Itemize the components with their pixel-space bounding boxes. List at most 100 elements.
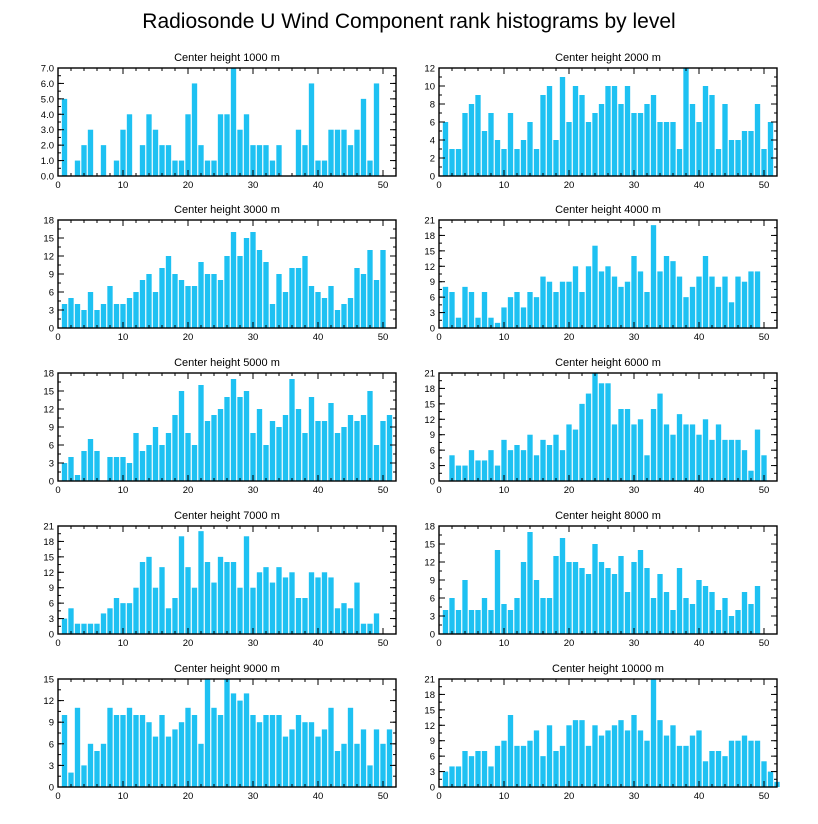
bar [676,568,683,634]
bar [198,145,204,176]
bar [722,598,728,634]
bar [185,433,191,481]
bar [553,140,559,176]
bar [302,722,308,787]
bar [455,149,462,176]
y-tick-label: 21 [424,675,435,686]
bar [585,122,592,176]
bar [566,122,572,176]
bar [468,104,475,176]
bar [178,536,185,634]
bar [553,434,559,481]
bar [553,292,559,328]
bar [520,562,527,634]
bar [761,761,767,787]
bar [341,603,347,634]
bar [449,598,455,634]
bar [146,722,152,787]
bar [670,725,676,787]
y-tick-label: 12 [424,558,435,569]
bar [94,310,100,328]
bar [540,276,546,328]
x-tick-label: 40 [694,791,705,802]
bar [618,409,624,481]
bar [380,250,386,328]
bar [514,149,520,176]
bar [191,445,198,481]
bar [68,608,74,634]
bar [579,403,585,481]
bar [585,574,592,634]
bar [315,292,321,328]
bar [354,743,360,787]
bar [224,256,230,328]
bar [527,122,533,176]
bar [475,460,481,481]
panel-2: Center height 2000 m 0 10 20 30 40 50 0 2 4 6 8 10 12 [424,52,778,191]
bar [650,598,657,634]
bar [585,266,592,328]
bar [754,104,761,176]
bar [81,451,87,481]
bar [663,592,670,634]
bar [592,113,598,176]
x-tick-label: 40 [313,638,324,649]
bar [321,298,328,328]
bar [178,160,185,176]
x-tick-label: 50 [759,791,770,802]
x-tick-label: 30 [248,180,259,191]
y-tick-label: 3 [49,459,54,470]
y-tick-label: 0 [49,477,54,488]
x-tick-label: 0 [436,791,441,802]
bar [501,604,507,634]
bar [61,98,68,176]
y-tick-label: 0.0 [41,172,54,183]
bar [224,679,230,787]
bar [165,433,172,481]
bar [373,280,380,328]
bar [676,414,683,481]
bar [494,550,501,634]
panel-9: Center height 9000 m 0 10 20 30 40 50 0 3 6 9 12 15 [43,663,397,802]
bar [74,475,81,481]
bar [159,145,165,176]
y-tick-label: 12 [43,696,54,707]
bar [650,95,657,176]
x-tick-label: 30 [248,791,259,802]
bar [468,450,475,481]
bar [520,745,527,787]
bar [198,531,204,634]
bar [683,598,689,634]
y-tick-label: 9 [49,718,54,729]
bar [722,756,728,787]
bar [172,274,178,328]
bar [191,587,198,634]
bar [269,582,276,634]
bar [165,736,172,787]
bar [761,455,767,481]
bar [276,715,282,787]
bar [230,379,237,481]
bar [618,720,624,787]
bar [702,86,709,176]
bar [263,145,269,176]
panel-8: Center height 8000 m 0 10 20 30 40 50 0 3 6 9 12 15 1… [424,510,778,649]
bar [728,740,735,787]
bar [217,409,224,481]
bar [120,603,126,634]
bar [373,445,380,481]
bar [501,439,507,481]
y-tick-label: 9 [49,270,54,281]
bar [334,310,341,328]
bar [61,304,68,328]
bar [178,722,185,787]
y-tick-label: 15 [424,399,435,410]
x-tick-label: 50 [759,332,770,343]
bar [250,433,256,481]
bar [152,129,159,176]
panel-5: Center height 5000 m 0 10 20 30 40 50 0 3 6 9 12 15 1… [43,357,397,496]
y-tick-label: 12 [424,262,435,273]
bar [741,450,748,481]
bar [308,83,315,176]
y-tick-label: 15 [43,552,54,563]
